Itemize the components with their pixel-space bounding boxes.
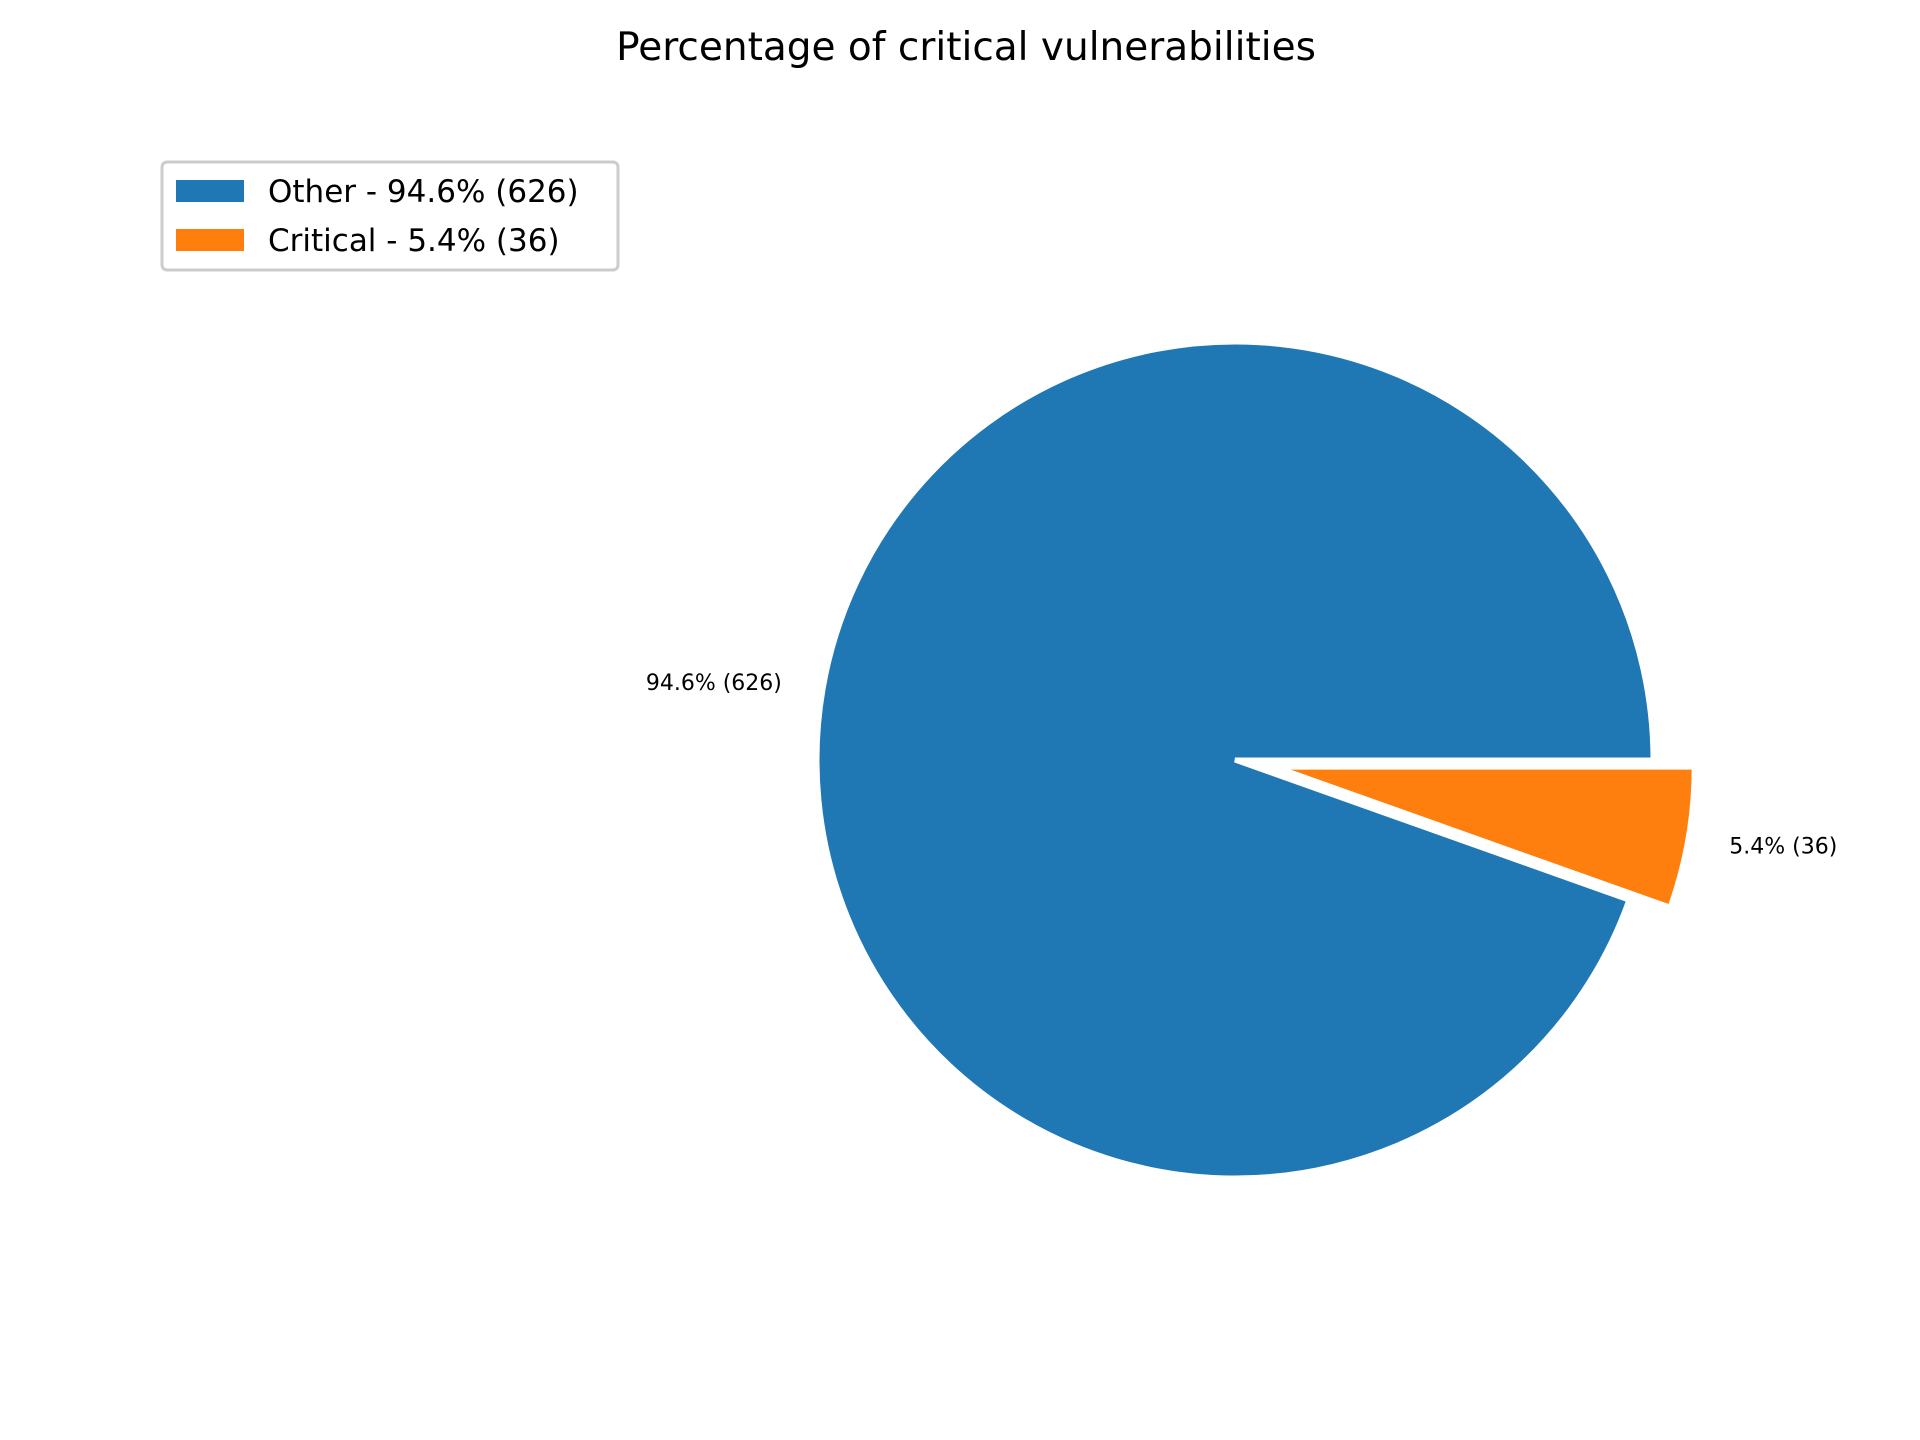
legend-items: Other - 94.6% (626) Critical - 5.4% (36) [176, 174, 579, 259]
chart-title: Percentage of critical vulnerabilities [616, 25, 1316, 70]
legend-label-other: Other - 94.6% (626) [268, 174, 579, 210]
legend-label-critical: Critical - 5.4% (36) [268, 223, 560, 259]
pie-slice-critical [1275, 764, 1697, 911]
slice-label-other: 94.6% (626) [646, 671, 782, 696]
legend-frame [160, 160, 620, 272]
legend: Other - 94.6% (626) Critical - 5.4% (36) [160, 160, 620, 272]
slice-label-critical: 5.4% (36) [1729, 834, 1837, 859]
legend-swatch-critical [176, 229, 244, 251]
pie-plot-area [814, 339, 1697, 1181]
pie-slice-other [814, 339, 1656, 1181]
slice-labels: 94.6% (626) 5.4% (36) [646, 671, 1837, 859]
legend-swatch-other [176, 180, 244, 202]
